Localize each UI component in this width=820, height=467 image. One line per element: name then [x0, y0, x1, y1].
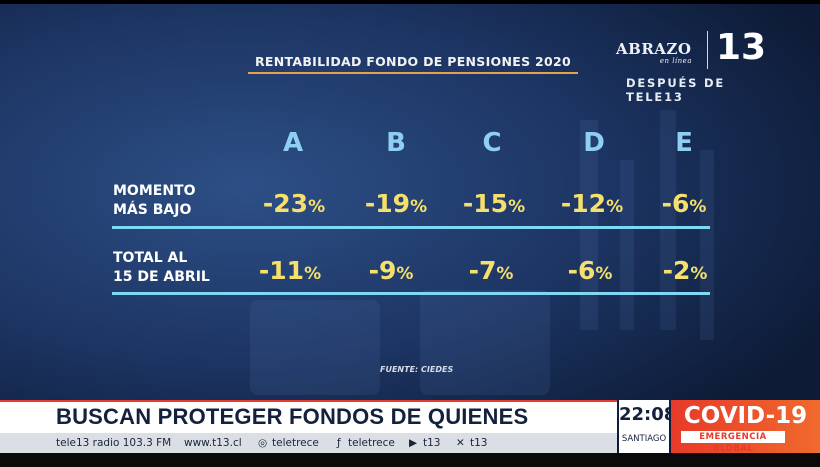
value-number: -9	[368, 256, 397, 285]
social-bar: tele13 radio 103.3 FM www.t13.cl ◎ telet…	[0, 433, 617, 453]
column-header-d: D	[583, 128, 605, 158]
column-header-a: A	[282, 128, 304, 158]
value-number: -15	[462, 189, 509, 218]
row-divider	[112, 226, 710, 229]
row-label-total-april: TOTAL AL 15 DE ABRIL	[113, 249, 223, 287]
value-number: -23	[262, 189, 309, 218]
value-number: -6	[661, 189, 690, 218]
value-number: -2	[662, 256, 691, 285]
youtube-icon: ▶	[409, 437, 418, 449]
row-label-line2: 15 DE ABRIL	[113, 269, 210, 285]
percent-sign: %	[689, 197, 707, 217]
value-cell: -12%	[547, 189, 637, 219]
covid-subtitle: EMERGENCIA GLOBAL	[681, 431, 785, 454]
percent-sign: %	[508, 197, 526, 217]
value-cell: -15%	[449, 189, 539, 219]
abrazo-logo-subtext: en línea	[659, 57, 692, 65]
column-header-b: B	[386, 128, 406, 158]
value-cell: -19%	[351, 189, 441, 219]
value-cell: -11%	[245, 256, 335, 286]
percent-sign: %	[595, 264, 613, 284]
percent-sign: %	[304, 264, 322, 284]
percent-sign: %	[410, 197, 428, 217]
value-cell: -6%	[545, 256, 635, 286]
logo-divider	[707, 31, 708, 69]
bg-coin-stack	[420, 290, 550, 395]
value-cell: -9%	[346, 256, 436, 286]
instagram-icon: ◎	[258, 437, 268, 449]
bg-candle	[620, 160, 634, 330]
covid-banner	[671, 400, 820, 453]
column-header-e: E	[675, 128, 693, 158]
value-number: -12	[560, 189, 607, 218]
bg-coin-stack	[250, 300, 380, 395]
bg-candle	[660, 110, 676, 330]
row-label-line2: MÁS BAJO	[113, 202, 192, 218]
radio-label: tele13 radio 103.3 FM	[56, 437, 172, 449]
twitter-icon: ✕	[456, 437, 465, 449]
row-label-lowest-point: MOMENTO MÁS BAJO	[113, 182, 223, 220]
percent-sign: %	[496, 264, 514, 284]
bg-candle	[700, 150, 714, 340]
value-cell: -2%	[640, 256, 730, 286]
value-number: -11	[258, 256, 305, 285]
percent-sign: %	[690, 264, 708, 284]
website-label: www.t13.cl	[184, 437, 242, 449]
value-cell: -7%	[446, 256, 536, 286]
youtube-handle: t13	[423, 437, 441, 449]
after-show-label: DESPUÉS DE TELE13	[626, 76, 725, 104]
percent-sign: %	[606, 197, 624, 217]
top-letterbox	[0, 0, 820, 4]
news-headline: BUSCAN PROTEGER FONDOS DE QUIENES JUBILA…	[56, 404, 529, 459]
facebook-handle: teletrece	[348, 437, 395, 449]
facebook-icon: ƒ	[337, 437, 341, 449]
instagram-handle: teletrece	[272, 437, 319, 449]
clock-time: 22:08	[619, 404, 677, 425]
channel-13-logo: 13	[716, 27, 767, 68]
covid-title: COVID-19	[683, 403, 808, 429]
value-number: -6	[567, 256, 596, 285]
column-header-c: C	[482, 128, 502, 158]
abrazo-logo-text: ABRAZO	[616, 40, 692, 58]
source-note: FUENTE: CIEDES	[380, 365, 454, 374]
value-number: -19	[364, 189, 411, 218]
abrazo-logo: ABRAZO en línea	[616, 40, 696, 65]
clock-box	[619, 400, 669, 453]
twitter-handle: t13	[470, 437, 488, 449]
headline-bar	[0, 400, 617, 433]
row-label-line1: MOMENTO	[113, 183, 196, 199]
value-cell: -23%	[249, 189, 339, 219]
bg-candle	[580, 120, 598, 330]
row-label-line1: TOTAL AL	[113, 250, 188, 266]
percent-sign: %	[396, 264, 414, 284]
value-cell: -6%	[639, 189, 729, 219]
value-number: -7	[468, 256, 497, 285]
row-divider	[112, 292, 710, 295]
percent-sign: %	[308, 197, 326, 217]
bottom-letterbox	[0, 453, 820, 467]
clock-city: SANTIAGO	[621, 434, 667, 444]
graphic-title: RENTABILIDAD FONDO DE PENSIONES 2020	[248, 52, 578, 74]
